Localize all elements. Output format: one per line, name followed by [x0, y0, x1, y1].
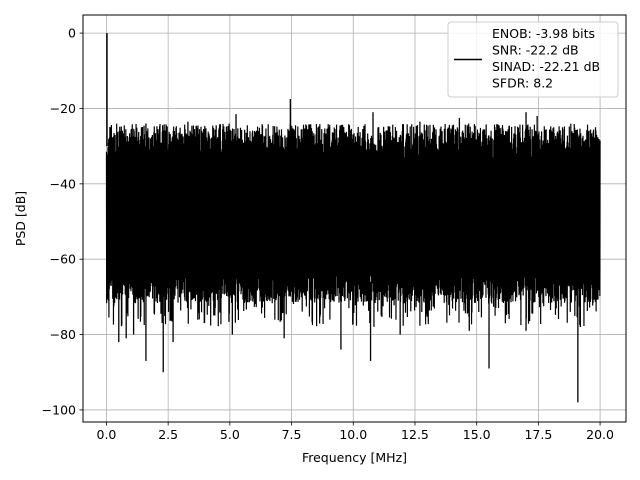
- y-axis-label: PSD [dB]: [13, 191, 28, 246]
- x-tick-label: 5.0: [220, 427, 240, 442]
- axes-frame: [82, 14, 627, 423]
- x-axis-ticks: 0.0 2.5 5.0 7.5 10.0 12.5 15.0 17.5 20.0: [97, 422, 614, 442]
- y-tick-label: −100: [42, 402, 76, 417]
- x-tick-label: 20.0: [586, 427, 614, 442]
- psd-series-core: [106, 157, 601, 271]
- x-tick-label: 0.0: [97, 427, 117, 442]
- x-tick-label: 10.0: [339, 427, 367, 442]
- legend-line-sfdr: SFDR: 8.2: [492, 76, 553, 91]
- x-tick-label: 17.5: [524, 427, 552, 442]
- x-tick-label: 12.5: [401, 427, 429, 442]
- plot-area: [105, 33, 601, 403]
- x-tick-label: 2.5: [158, 427, 178, 442]
- y-tick-label: −60: [50, 252, 76, 267]
- y-tick-label: −80: [50, 327, 76, 342]
- legend-line-enob: ENOB: -3.98 bits: [492, 26, 595, 41]
- x-axis-label: Frequency [MHz]: [302, 450, 407, 465]
- y-tick-label: −40: [50, 176, 76, 191]
- x-tick-label: 7.5: [282, 427, 302, 442]
- y-tick-label: −20: [50, 101, 76, 116]
- legend-line-snr: SNR: -22.2 dB: [492, 43, 579, 58]
- y-tick-label: 0: [68, 26, 76, 41]
- legend-box: [447, 21, 619, 98]
- y-axis-ticks: 0 −20 −40 −60 −80 −100: [42, 26, 83, 417]
- x-tick-label: 15.0: [463, 427, 491, 442]
- legend-line-sinad: SINAD: -22.21 dB: [492, 59, 600, 74]
- legend: ENOB: -3.98 bits SNR: -22.2 dB SINAD: -2…: [447, 21, 619, 98]
